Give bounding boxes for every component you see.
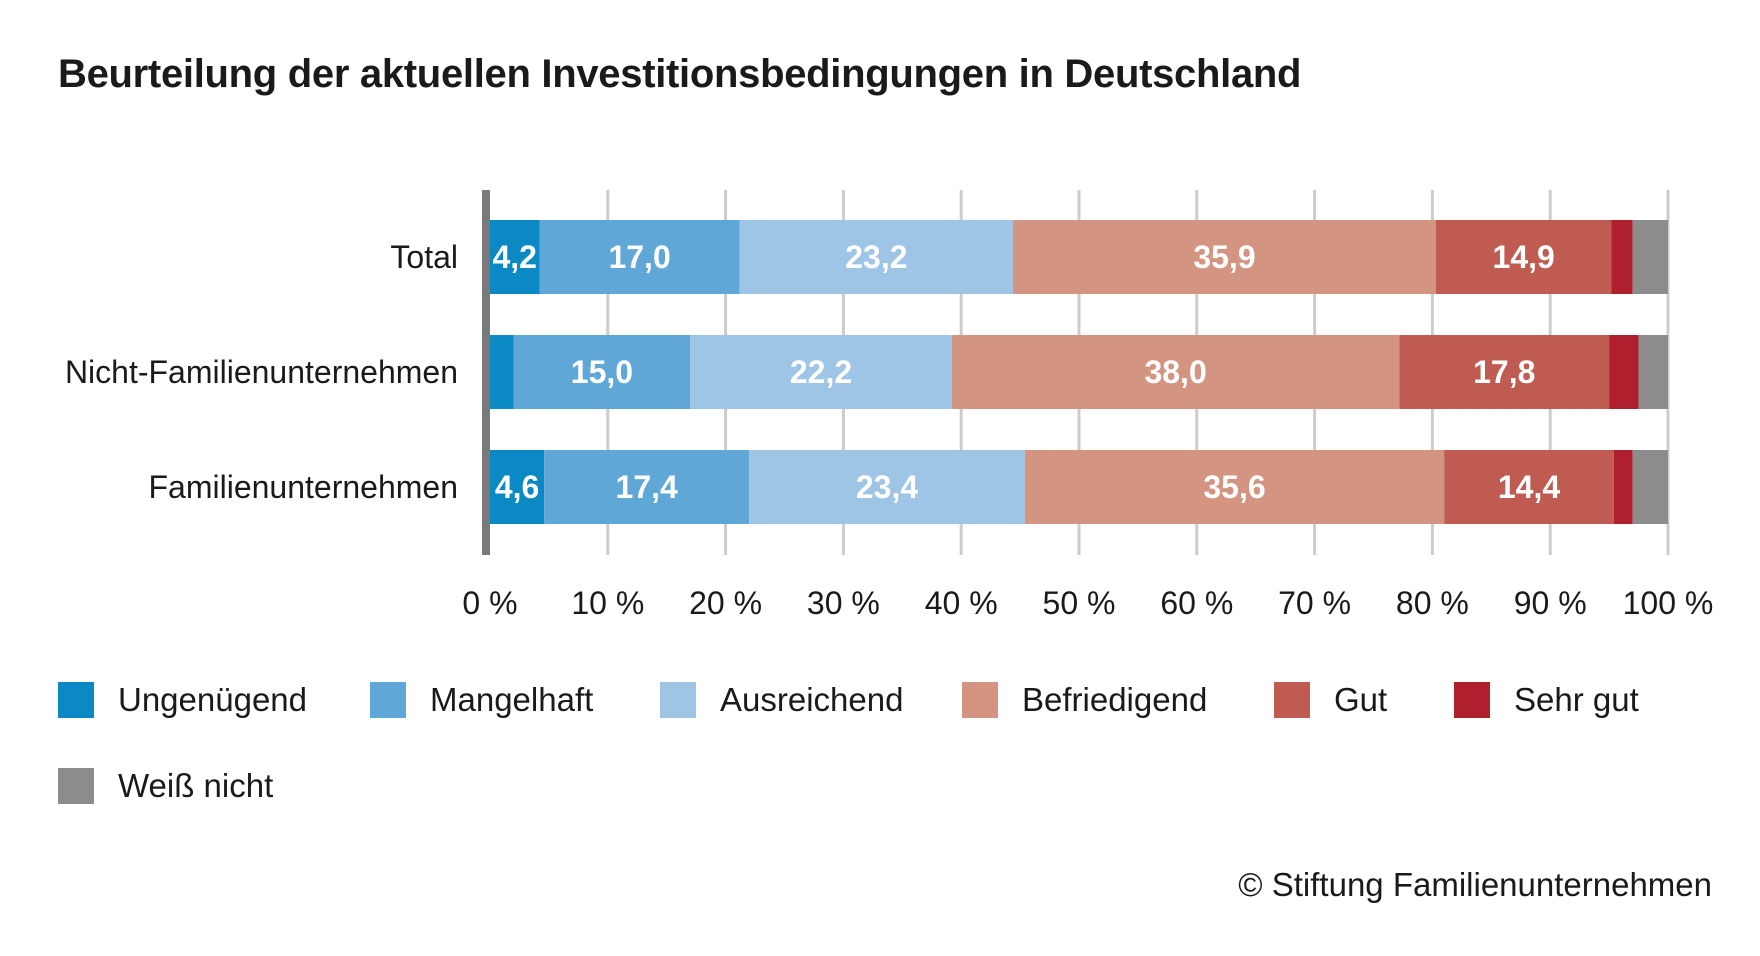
data-label: 4,6 (495, 469, 539, 505)
bar-segment (739, 220, 1014, 294)
bar-segment (1013, 220, 1436, 294)
bar-segment (490, 450, 545, 524)
bar-segment (1638, 335, 1668, 409)
bar-segment (951, 335, 1400, 409)
bar-segment (490, 220, 540, 294)
data-label: 4,2 (492, 239, 536, 275)
data-label: 23,4 (856, 469, 918, 505)
legend-swatch (660, 682, 696, 718)
category-label: Total (390, 239, 458, 275)
legend-item: Ausreichend (660, 680, 903, 720)
legend-swatch (58, 682, 94, 718)
legend-label: Gut (1334, 681, 1388, 718)
bar-segment (1435, 220, 1612, 294)
x-tick-label: 20 % (689, 585, 762, 621)
bar-segment (1611, 220, 1633, 294)
source-credit: © Stiftung Familienunternehmen (1238, 866, 1712, 903)
bar-segment (1632, 220, 1668, 294)
data-label: 22,2 (790, 354, 852, 390)
x-tick-label: 100 % (1623, 585, 1714, 621)
bars (490, 220, 1668, 524)
x-tick-label: 50 % (1043, 585, 1116, 621)
bar-segment (544, 450, 750, 524)
bar-segment (1024, 450, 1445, 524)
legend-label: Ungenügend (118, 681, 308, 718)
x-tick-label: 30 % (807, 585, 880, 621)
x-tick-label: 70 % (1278, 585, 1351, 621)
legend-swatch (1274, 682, 1310, 718)
x-tick-label: 0 % (462, 585, 517, 621)
legend-item: Mangelhaft (370, 680, 593, 720)
data-label: 38,0 (1144, 354, 1206, 390)
bar-segment (539, 220, 740, 294)
legend-item: Sehr gut (1454, 680, 1639, 720)
bar-segment (490, 335, 514, 409)
labels: 0 % 10 % 20 % 30 % 40 % 50 % 60 % 70 % 80 % 90 % 1… (65, 239, 1713, 621)
bar-segment (1613, 450, 1633, 524)
bar-segment (1399, 335, 1610, 409)
legend-swatch (1454, 682, 1490, 718)
legend-swatch (962, 682, 998, 718)
x-tick-label: 80 % (1396, 585, 1469, 621)
legend-label: Sehr gut (1514, 681, 1639, 718)
data-label: 17,8 (1473, 354, 1535, 390)
data-label: 23,2 (845, 239, 907, 275)
legend-label: Befriedigend (1022, 681, 1208, 718)
bar-segment (1609, 335, 1639, 409)
category-label: Familienunternehmen (149, 469, 459, 505)
legend-swatch (370, 682, 406, 718)
data-label: 15,0 (571, 354, 633, 390)
x-tick-label: 60 % (1160, 585, 1233, 621)
data-label: 35,9 (1193, 239, 1255, 275)
legend-label: Weiß nicht (118, 767, 274, 804)
legend-swatch (58, 768, 94, 804)
legend-label: Mangelhaft (430, 681, 594, 718)
legend-label: Ausreichend (720, 681, 904, 718)
category-label: Nicht-Familienunternehmen (65, 354, 458, 390)
bar-segment (749, 450, 1025, 524)
bar-segment (1632, 450, 1668, 524)
data-label: 14,4 (1498, 469, 1560, 505)
x-tick-label: 40 % (925, 585, 998, 621)
legend-item: Gut (1274, 680, 1387, 720)
data-label: 17,4 (616, 469, 678, 505)
x-tick-label: 10 % (571, 585, 644, 621)
x-tick-label: 90 % (1514, 585, 1587, 621)
legend-item: Befriedigend (962, 680, 1207, 720)
data-label: 35,6 (1203, 469, 1265, 505)
legend-item: Ungenügend (58, 680, 307, 720)
data-label: 17,0 (608, 239, 670, 275)
legend-item: Weiß nicht (58, 766, 273, 806)
chart-title: Beurteilung der aktuellen Investitionsbe… (58, 52, 1302, 96)
bar-segment (1444, 450, 1614, 524)
bar-segment (513, 335, 691, 409)
bar-segment (690, 335, 952, 409)
data-label: 14,9 (1493, 239, 1555, 275)
